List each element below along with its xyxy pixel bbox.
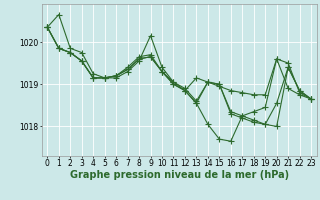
X-axis label: Graphe pression niveau de la mer (hPa): Graphe pression niveau de la mer (hPa) — [70, 170, 289, 180]
